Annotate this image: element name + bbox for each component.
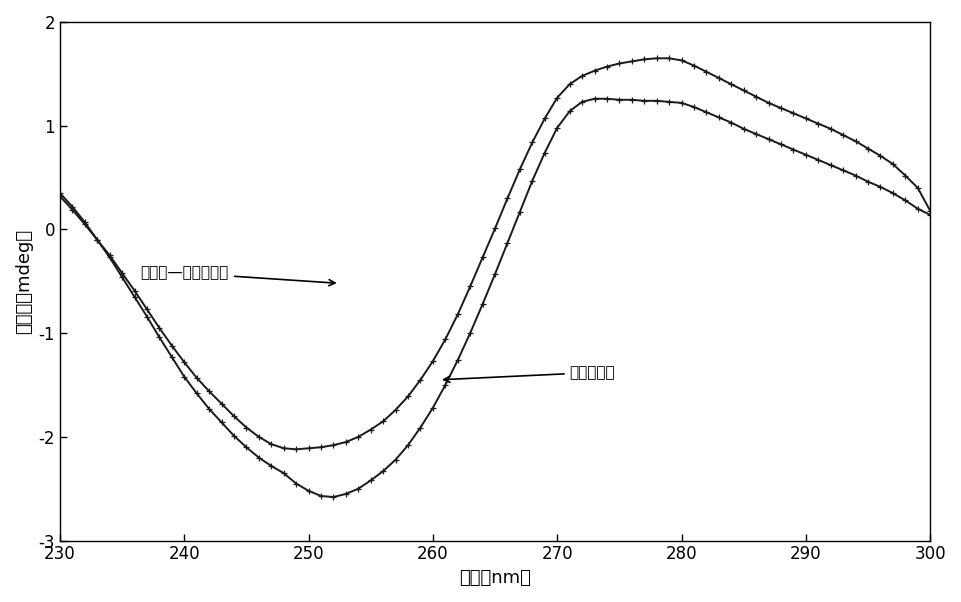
Y-axis label: 椭圆率（mdeg）: 椭圆率（mdeg） <box>15 229 33 334</box>
X-axis label: 波长（nm）: 波长（nm） <box>459 569 531 587</box>
Text: 啊虫脂—核酸适配体: 啊虫脂—核酸适配体 <box>140 265 335 286</box>
Text: 核酸适配体: 核酸适配体 <box>444 365 615 382</box>
